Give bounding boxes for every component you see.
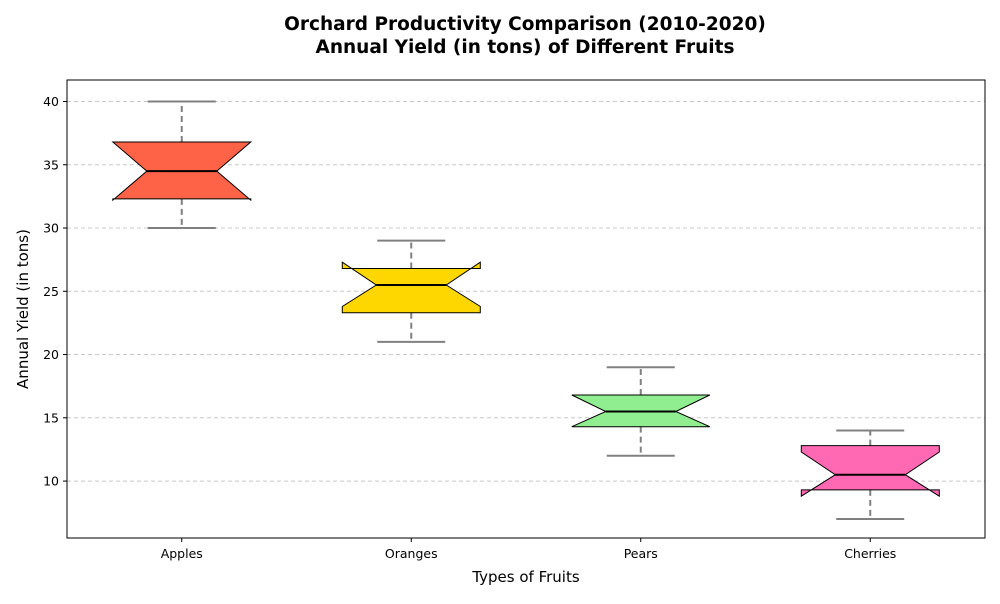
box-group-oranges — [341, 239, 481, 343]
chart-title-line-2: Annual Yield (in tons) of Different Frui… — [316, 37, 735, 58]
y-tick-label: 35 — [43, 157, 59, 172]
chart-title-line-1: Orchard Productivity Comparison (2010-20… — [284, 14, 766, 35]
x-tick-label: Pears — [624, 546, 658, 561]
y-tick-label: 40 — [43, 94, 59, 109]
box-group-apples — [111, 100, 253, 230]
y-tick-layer: 10 15 20 25 30 35 40 — [43, 94, 67, 489]
box-group-pears — [571, 366, 711, 457]
y-tick-label: 15 — [43, 410, 59, 425]
x-axis-label: Types of Fruits — [471, 568, 580, 586]
y-tick-label: 30 — [43, 221, 59, 236]
y-axis-label: Annual Yield (in tons) — [14, 229, 32, 389]
box-group-cherries — [800, 429, 940, 521]
box-body — [341, 261, 481, 314]
box-body — [800, 445, 940, 498]
y-tick-label: 10 — [43, 474, 59, 489]
grid-layer — [67, 101, 985, 482]
y-tick-label: 20 — [43, 347, 59, 362]
y-tick-label: 25 — [43, 284, 59, 299]
x-tick-layer: Apples Oranges Pears Cherries — [161, 538, 896, 561]
plot-frame — [66, 79, 986, 539]
x-tick-label: Apples — [161, 546, 203, 561]
x-tick-label: Oranges — [385, 546, 438, 561]
x-tick-label: Cherries — [844, 546, 896, 561]
box-layer — [111, 100, 940, 521]
